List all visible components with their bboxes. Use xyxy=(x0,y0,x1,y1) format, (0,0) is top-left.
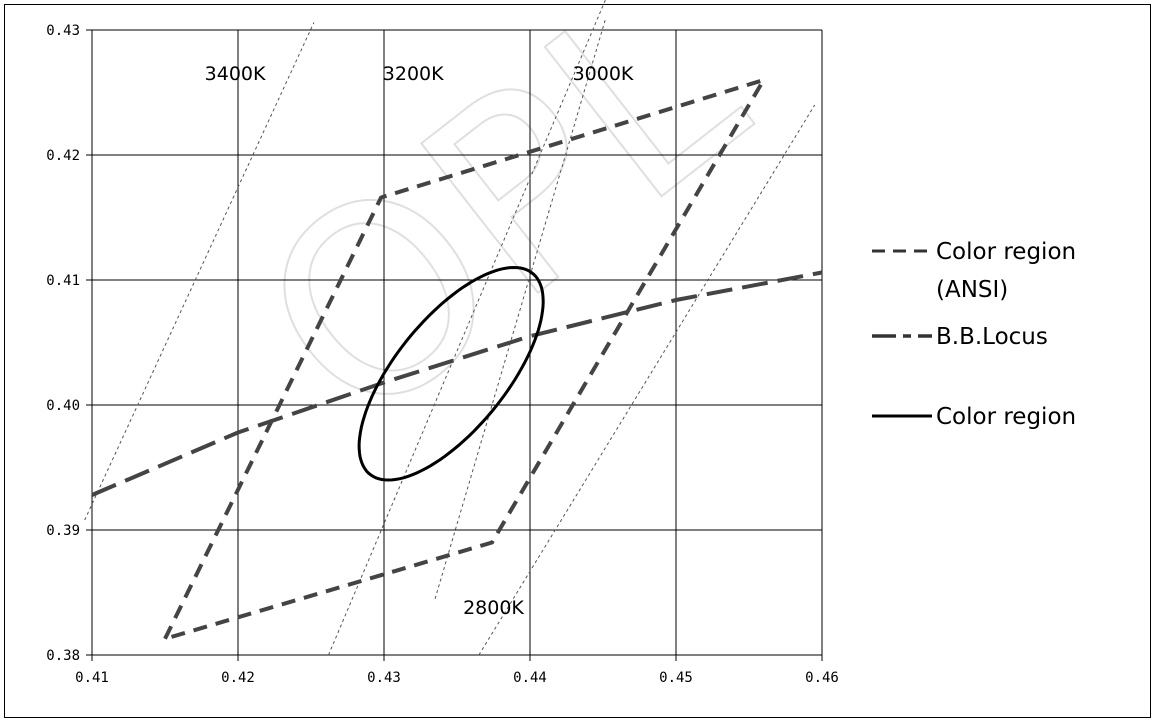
cct-line xyxy=(84,22,315,521)
cct-label: 3000K xyxy=(573,63,634,85)
cct-line xyxy=(434,17,607,599)
legend-label-ansi-2: (ANSI) xyxy=(936,277,1008,303)
x-tick-label: 0.43 xyxy=(367,670,401,686)
chart-frame xyxy=(4,4,1151,718)
legend-label-bb-locus: B.B.Locus xyxy=(936,324,1048,350)
cct-label: 3200K xyxy=(383,63,444,85)
x-tick-label: 0.41 xyxy=(75,670,109,686)
series xyxy=(91,78,823,641)
y-tick-label: 0.39 xyxy=(46,523,80,539)
series-bb-locus xyxy=(91,270,823,497)
cct-line xyxy=(328,0,606,656)
cct-label: 3400K xyxy=(205,63,266,85)
y-tick-label: 0.42 xyxy=(46,148,80,164)
x-tick-label: 0.45 xyxy=(659,670,693,686)
y-tick-label: 0.43 xyxy=(46,23,80,39)
axes: 0.41 0.42 0.43 0.44 0.45 0.46 0.38 0.39 0.40 0.41… xyxy=(46,23,839,686)
x-tick-label: 0.46 xyxy=(805,670,839,686)
y-tick-label: 0.38 xyxy=(46,648,80,664)
legend-label-ansi-1: Color region xyxy=(936,239,1076,265)
x-tick-label: 0.42 xyxy=(221,670,255,686)
grid xyxy=(91,29,823,656)
y-tick-label: 0.40 xyxy=(46,398,80,414)
legend-label-color-region: Color region xyxy=(936,404,1076,430)
series-color-region-ansi xyxy=(163,78,766,641)
x-tick-label: 0.44 xyxy=(513,670,547,686)
y-tick-label: 0.41 xyxy=(46,273,80,289)
legend: Color region (ANSI) B.B.Locus Color regi… xyxy=(872,239,1076,430)
cct-label: 2800K xyxy=(463,597,524,619)
series-color-region xyxy=(357,265,545,482)
cct-lines: 3400K 3200K 3000K 2800K xyxy=(84,0,816,656)
